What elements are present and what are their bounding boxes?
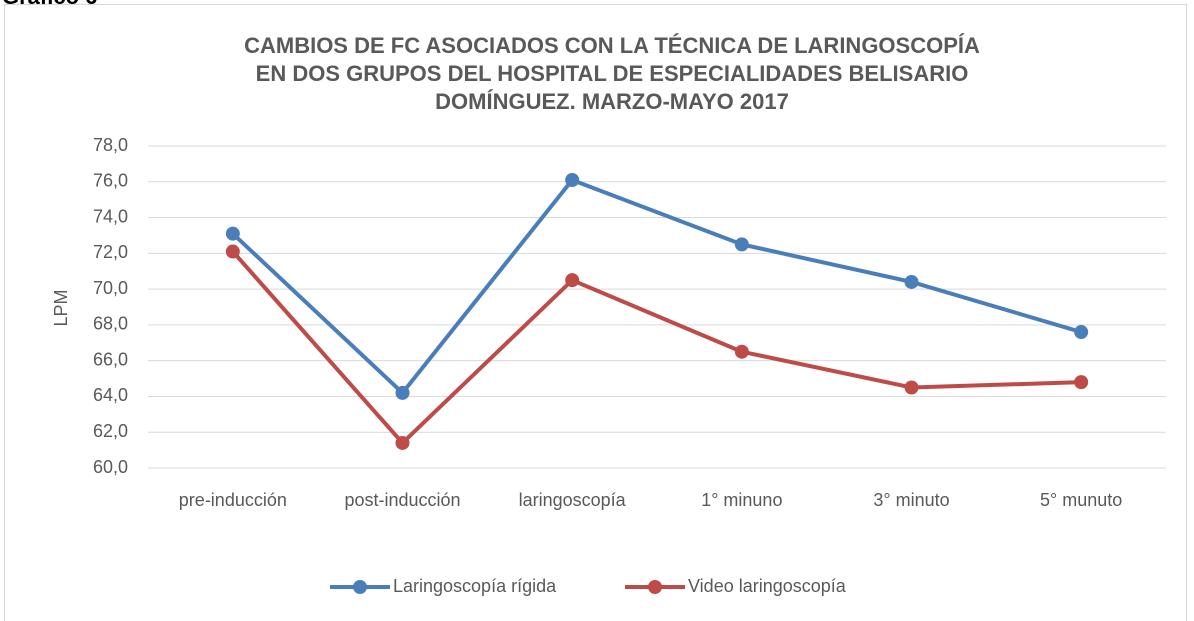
y-tick-label: 76,0 [93,171,128,191]
point [565,273,580,288]
y-tick-label: 64,0 [93,385,128,405]
point [225,226,240,241]
point [565,172,580,187]
x-tick-label: post-inducción [344,490,460,510]
chart-frame [4,4,1187,621]
y-tick-label: 68,0 [93,314,128,334]
chart-title: EN DOS GRUPOS DEL HOSPITAL DE ESPECIALID… [256,61,969,86]
point [1074,375,1089,390]
x-tick-label: 5° munuto [1040,490,1122,510]
point [395,385,410,400]
chart-title: CAMBIOS DE FC ASOCIADOS CON LA TÉCNICA D… [244,33,980,58]
legend-label: Video laringoscopía [688,576,847,596]
chart-title: DOMÍNGUEZ. MARZO-MAYO 2017 [435,89,789,114]
point [734,237,749,252]
point [225,244,240,259]
x-tick-label: 3° minuto [873,490,949,510]
y-axis-label: LPM [51,289,71,326]
y-tick-label: 66,0 [93,349,128,369]
y-tick-label: 62,0 [93,421,128,441]
caption: Gráfico 6 [2,0,97,9]
legend-marker [353,580,367,594]
y-tick-label: 74,0 [93,206,128,226]
legend-label: Laringoscopía rígida [393,576,557,596]
series-line [231,177,1082,395]
x-tick-label: 1° minuno [701,490,782,510]
x-tick-label: pre-inducción [179,490,287,510]
point [395,435,410,450]
legend-marker [648,580,662,594]
y-tick-label: 78,0 [93,135,128,155]
y-tick-label: 60,0 [93,457,128,477]
y-tick-label: 70,0 [93,278,128,298]
point [734,344,749,359]
point [904,274,919,289]
point [904,380,919,395]
y-tick-label: 72,0 [93,242,128,262]
point [1074,325,1089,340]
x-tick-label: laringoscopía [519,490,627,510]
series-line [231,250,1082,445]
